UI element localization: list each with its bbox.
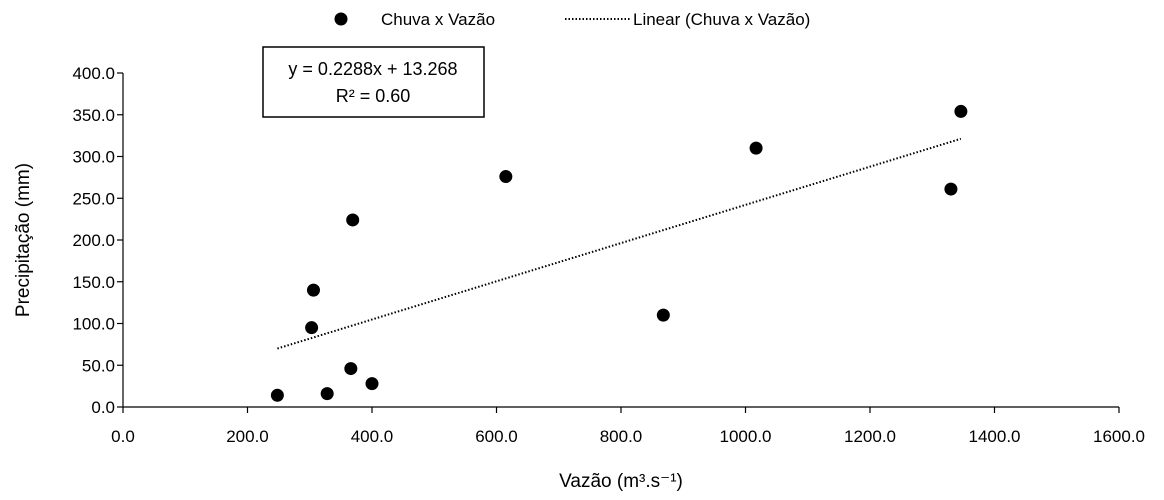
x-tick-label: 1400.0 xyxy=(969,427,1021,446)
trendline-layer xyxy=(277,137,962,350)
data-point xyxy=(944,182,958,196)
equation-box-frame xyxy=(262,46,485,118)
data-point xyxy=(305,321,319,335)
y-tick-label: 250.0 xyxy=(72,189,115,208)
data-point xyxy=(749,141,763,155)
y-tick-label: 50.0 xyxy=(82,356,115,375)
data-point xyxy=(320,387,334,401)
data-point xyxy=(344,362,358,376)
x-tick-label: 800.0 xyxy=(600,427,643,446)
y-tick-label: 200.0 xyxy=(72,231,115,250)
trendline-equation: y = 0.2288x + 13.268 xyxy=(288,59,457,79)
legend-label-series: Chuva x Vazão xyxy=(381,10,495,29)
data-point xyxy=(365,377,379,391)
points-layer xyxy=(270,104,968,402)
x-tick-label: 1000.0 xyxy=(720,427,772,446)
y-ticks: 0.0 50.0 100.0 150.0 200.0 250.0 300.0 350.0 400… xyxy=(72,64,123,417)
axes: 0.0 50.0 100.0 150.0 200.0 250.0 300.0 350.0 400… xyxy=(72,64,1145,446)
x-ticks: 0.0 200.0 400.0 600.0 800.0 1000.0 1200.0 1400.… xyxy=(111,407,1145,446)
data-point xyxy=(954,104,968,118)
data-point xyxy=(346,213,360,227)
legend: Chuva x Vazão Linear (Chuva x Vazão) xyxy=(334,10,810,29)
x-tick-label: 400.0 xyxy=(351,427,394,446)
trendline xyxy=(277,137,962,350)
data-point xyxy=(270,388,284,402)
y-tick-label: 400.0 xyxy=(72,64,115,83)
y-tick-label: 100.0 xyxy=(72,315,115,334)
x-tick-label: 1200.0 xyxy=(844,427,896,446)
equation-box: y = 0.2288x + 13.268 R² = 0.60 xyxy=(262,46,485,118)
data-point xyxy=(306,283,320,297)
legend-label-trendline: Linear (Chuva x Vazão) xyxy=(633,10,810,29)
y-tick-label: 150.0 xyxy=(72,273,115,292)
data-point xyxy=(656,308,670,322)
x-tick-label: 1600.0 xyxy=(1093,427,1145,446)
data-point xyxy=(499,170,513,184)
legend-marker-chuva-vazao xyxy=(334,12,348,26)
y-tick-label: 300.0 xyxy=(72,148,115,167)
y-axis-title: Precipitação (mm) xyxy=(13,163,34,317)
trendline-r-squared: R² = 0.60 xyxy=(336,86,411,106)
x-tick-label: 200.0 xyxy=(226,427,269,446)
y-tick-label: 0.0 xyxy=(91,398,115,417)
x-tick-label: 600.0 xyxy=(475,427,518,446)
x-tick-label: 0.0 xyxy=(111,427,135,446)
x-axis-title: Vazão (m³.s⁻¹) xyxy=(559,471,683,492)
y-tick-label: 350.0 xyxy=(72,106,115,125)
